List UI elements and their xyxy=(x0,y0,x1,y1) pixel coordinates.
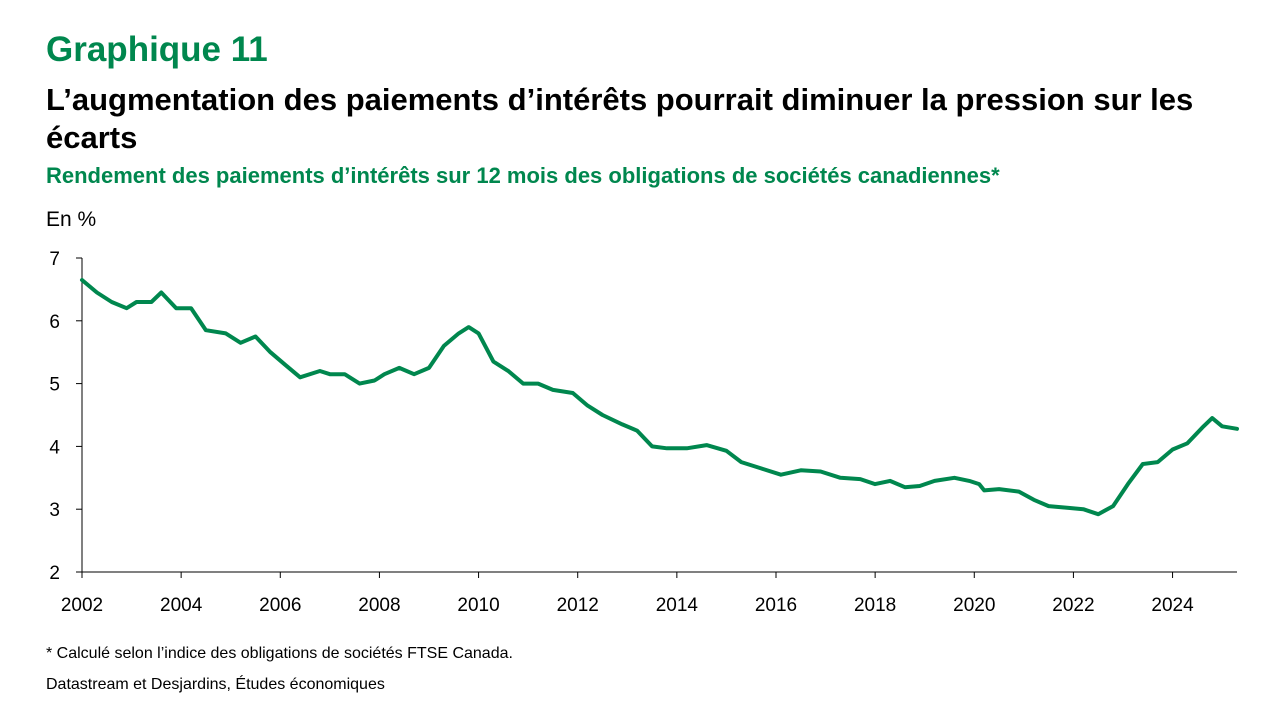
y-tick-label: 4 xyxy=(49,437,60,458)
y-tick-label: 7 xyxy=(49,249,60,270)
x-tick-label: 2020 xyxy=(953,595,995,616)
x-tick-label: 2012 xyxy=(557,595,599,616)
x-tick-label: 2016 xyxy=(755,595,797,616)
x-tick-label: 2010 xyxy=(457,595,499,616)
y-axis-unit-label: En % xyxy=(46,208,97,231)
y-tick-label: 2 xyxy=(49,563,60,584)
x-tick-label: 2002 xyxy=(61,595,103,616)
x-tick-label: 2018 xyxy=(854,595,896,616)
x-tick-label: 2014 xyxy=(656,595,699,616)
x-tick-label: 2022 xyxy=(1052,595,1094,616)
source-note: Datastream et Desjardins, Études économi… xyxy=(46,676,385,693)
y-tick-label: 3 xyxy=(49,500,60,521)
y-tick-label: 5 xyxy=(49,375,60,396)
x-tick-label: 2004 xyxy=(160,595,203,616)
footnote: * Calculé selon l’indice des obligations… xyxy=(46,645,513,662)
series-line xyxy=(80,278,1239,517)
chart-title: L’augmentation des paiements d’intérêts … xyxy=(46,82,1194,155)
y-tick-label: 6 xyxy=(49,312,60,333)
graph-number: Graphique 11 xyxy=(46,30,268,69)
x-tick-label: 2008 xyxy=(358,595,400,616)
x-tick-label: 2006 xyxy=(259,595,301,616)
chart-subtitle: Rendement des paiements d’intérêts sur 1… xyxy=(46,163,1000,188)
x-tick-label: 2024 xyxy=(1151,595,1194,616)
